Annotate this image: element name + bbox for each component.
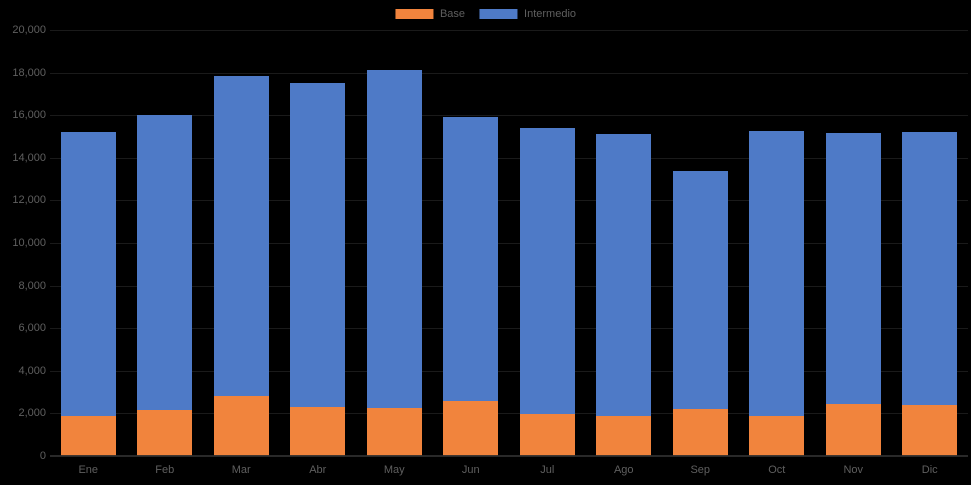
bar-column-nov bbox=[815, 30, 892, 456]
legend-item-base: Base bbox=[394, 8, 466, 20]
bar-column-mar bbox=[203, 30, 280, 456]
gridline bbox=[50, 200, 968, 202]
x-tick-label-nov: Nov bbox=[843, 464, 864, 476]
bar-segment-base bbox=[596, 415, 652, 456]
bar-column-dic bbox=[892, 30, 969, 456]
y-tick-label: 18,000 bbox=[12, 66, 46, 79]
x-tick-label-abr: Abr bbox=[309, 464, 327, 476]
y-tick-label: 14,000 bbox=[12, 151, 46, 164]
y-tick-label: 8,000 bbox=[18, 279, 46, 292]
bar-segment-base bbox=[366, 408, 422, 456]
legend-item-intermedio: Intermedio bbox=[479, 8, 576, 20]
bar-segment-intermedio bbox=[213, 75, 269, 397]
bar-segment-base bbox=[443, 400, 499, 456]
bar-segment-intermedio bbox=[596, 134, 652, 416]
bar-segment-base bbox=[825, 403, 881, 456]
chart-legend: Base Intermedio bbox=[394, 8, 576, 20]
bars-container bbox=[50, 30, 968, 456]
bar-column-ago bbox=[586, 30, 663, 456]
bar-column-sep bbox=[662, 30, 739, 456]
bar-segment-base bbox=[137, 410, 193, 456]
x-tick-label-ago: Ago bbox=[613, 464, 634, 476]
bar-segment-base bbox=[213, 396, 269, 456]
legend-label-base: Base bbox=[439, 8, 466, 20]
bar-segment-intermedio bbox=[825, 133, 881, 404]
y-tick-label: 0 bbox=[39, 450, 46, 462]
gridline bbox=[50, 115, 968, 117]
bar-segment-intermedio bbox=[672, 170, 728, 410]
x-tick-label-feb: Feb bbox=[155, 464, 175, 476]
bar-segment-base bbox=[749, 415, 805, 456]
bar-column-ene bbox=[50, 30, 127, 456]
y-tick-label: 2,000 bbox=[18, 407, 46, 420]
bar-segment-base bbox=[902, 404, 958, 456]
plot-area bbox=[50, 30, 968, 457]
y-tick-label: 12,000 bbox=[12, 194, 46, 207]
bar-segment-intermedio bbox=[902, 132, 958, 405]
x-tick-label-dic: Dic bbox=[921, 464, 938, 476]
bar-column-jun bbox=[433, 30, 510, 456]
x-tick-label-sep: Sep bbox=[690, 464, 711, 476]
bar-column-oct bbox=[739, 30, 816, 456]
legend-swatch-intermedio bbox=[479, 9, 518, 19]
x-tick-label-jun: Jun bbox=[461, 464, 480, 476]
y-tick-label: 4,000 bbox=[18, 364, 46, 377]
legend-label-intermedio: Intermedio bbox=[524, 8, 577, 20]
gridline bbox=[50, 413, 968, 415]
bar-column-feb bbox=[127, 30, 204, 456]
bar-segment-intermedio bbox=[366, 70, 422, 409]
x-axis-line bbox=[50, 455, 968, 457]
gridline bbox=[50, 370, 968, 372]
gridline bbox=[50, 30, 968, 31]
gridline bbox=[50, 285, 968, 287]
bar-segment-intermedio bbox=[443, 117, 499, 401]
x-tick-label-ene: Ene bbox=[78, 464, 99, 476]
bar-segment-base bbox=[290, 407, 346, 456]
gridline bbox=[50, 243, 968, 244]
y-axis: 20,000 18,000 16,000 14,000 12,000 10,000 8,00… bbox=[0, 0, 46, 485]
bar-column-abr bbox=[280, 30, 357, 456]
x-tick-label-may: May bbox=[383, 464, 405, 476]
x-tick-label-oct: Oct bbox=[768, 464, 786, 476]
bar-segment-intermedio bbox=[519, 127, 575, 415]
x-tick-label-mar: Mar bbox=[231, 464, 251, 476]
bar-segment-intermedio bbox=[60, 132, 116, 416]
legend-swatch-base bbox=[394, 9, 433, 19]
gridline bbox=[50, 328, 968, 330]
x-tick-label-jul: Jul bbox=[540, 464, 555, 476]
bar-segment-base bbox=[672, 409, 728, 456]
bar-segment-base bbox=[519, 414, 575, 456]
bar-segment-intermedio bbox=[749, 131, 805, 416]
bar-segment-intermedio bbox=[137, 115, 193, 411]
y-tick-label: 16,000 bbox=[12, 109, 46, 122]
y-tick-label: 20,000 bbox=[12, 24, 46, 36]
bar-column-jul bbox=[509, 30, 586, 456]
x-axis: Ene Feb Mar Abr May Jun Jul Ago Sep Oct Nov Dic bbox=[50, 463, 968, 477]
y-tick-label: 10,000 bbox=[12, 237, 46, 249]
gridline bbox=[50, 72, 968, 74]
bar-segment-base bbox=[60, 415, 116, 456]
y-tick-label: 6,000 bbox=[18, 322, 46, 335]
bar-column-may bbox=[356, 30, 433, 456]
bar-segment-intermedio bbox=[290, 83, 346, 408]
gridline bbox=[50, 157, 968, 159]
